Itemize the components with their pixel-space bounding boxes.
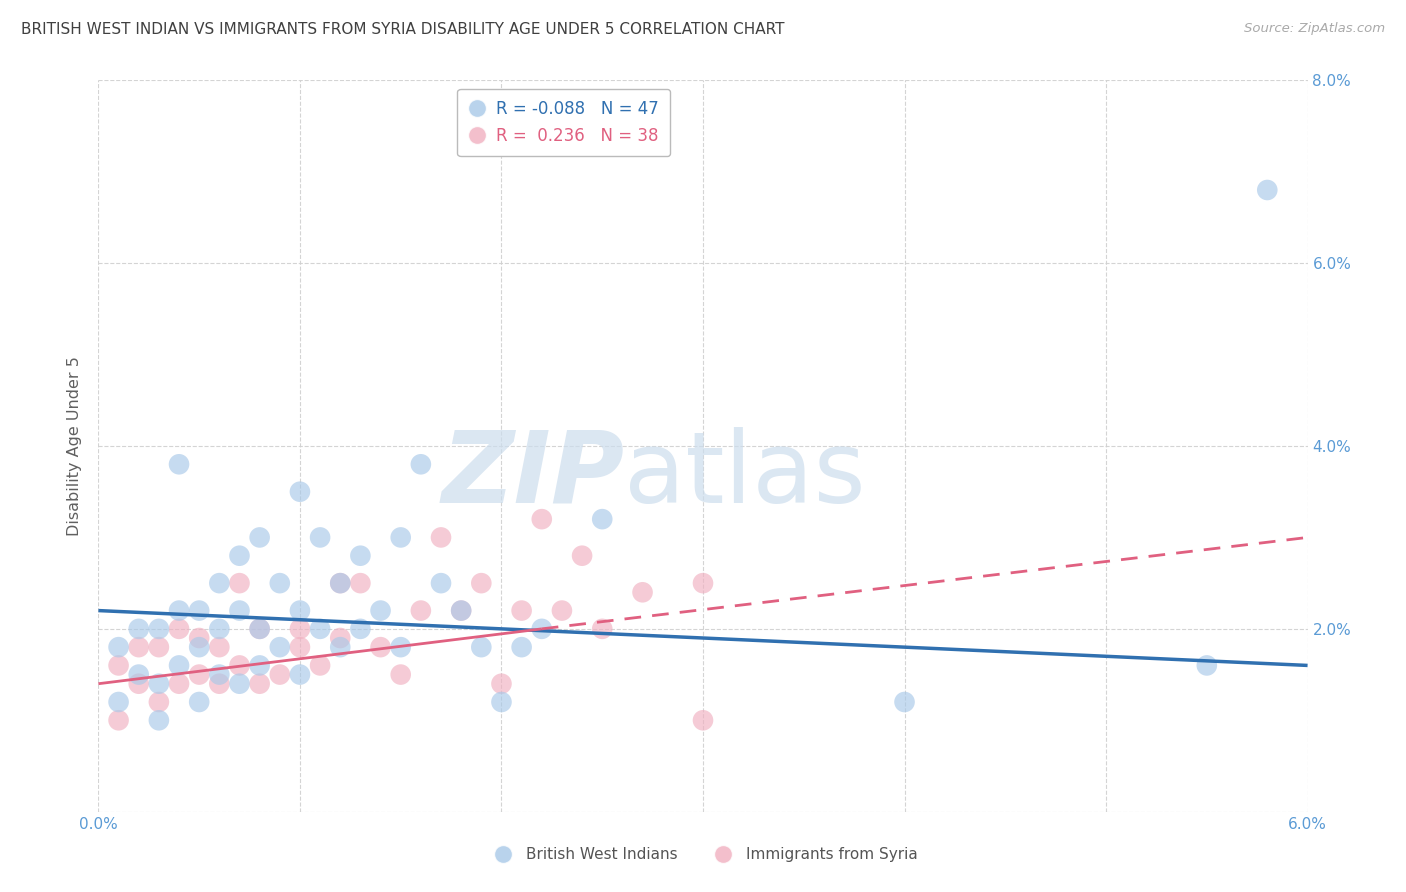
- Point: [1195, 658, 1218, 673]
- Point: [288, 667, 311, 681]
- Point: [107, 695, 129, 709]
- Point: [249, 676, 271, 690]
- Point: [370, 603, 392, 617]
- Point: [430, 576, 453, 591]
- Point: [167, 458, 190, 472]
- Point: [591, 512, 613, 526]
- Point: [188, 667, 211, 681]
- Point: [409, 458, 432, 472]
- Point: [491, 676, 513, 690]
- Point: [208, 576, 231, 591]
- Point: [107, 640, 129, 655]
- Point: [591, 622, 613, 636]
- Point: [510, 603, 533, 617]
- Point: [269, 576, 291, 591]
- Point: [148, 622, 170, 636]
- Point: [148, 676, 170, 690]
- Point: [893, 695, 915, 709]
- Legend: British West Indians, Immigrants from Syria: British West Indians, Immigrants from Sy…: [481, 839, 925, 870]
- Point: [148, 714, 170, 728]
- Point: [128, 667, 150, 681]
- Point: [288, 484, 311, 499]
- Point: [309, 658, 332, 673]
- Point: [107, 714, 129, 728]
- Point: [692, 714, 714, 728]
- Point: [288, 640, 311, 655]
- Y-axis label: Disability Age Under 5: Disability Age Under 5: [67, 356, 83, 536]
- Point: [309, 622, 332, 636]
- Text: ZIP: ZIP: [441, 426, 624, 524]
- Point: [349, 622, 371, 636]
- Point: [389, 530, 412, 544]
- Point: [128, 622, 150, 636]
- Point: [228, 576, 250, 591]
- Point: [188, 631, 211, 645]
- Point: [167, 658, 190, 673]
- Point: [470, 640, 492, 655]
- Point: [1256, 183, 1278, 197]
- Point: [249, 530, 271, 544]
- Point: [409, 603, 432, 617]
- Point: [470, 576, 492, 591]
- Point: [329, 631, 352, 645]
- Point: [510, 640, 533, 655]
- Point: [228, 676, 250, 690]
- Point: [450, 603, 472, 617]
- Point: [288, 622, 311, 636]
- Point: [349, 576, 371, 591]
- Point: [208, 676, 231, 690]
- Point: [631, 585, 654, 599]
- Point: [128, 640, 150, 655]
- Point: [551, 603, 574, 617]
- Point: [249, 622, 271, 636]
- Point: [249, 658, 271, 673]
- Text: Source: ZipAtlas.com: Source: ZipAtlas.com: [1244, 22, 1385, 36]
- Point: [491, 695, 513, 709]
- Point: [430, 530, 453, 544]
- Point: [148, 695, 170, 709]
- Point: [208, 622, 231, 636]
- Point: [530, 622, 553, 636]
- Point: [329, 576, 352, 591]
- Point: [370, 640, 392, 655]
- Point: [228, 658, 250, 673]
- Point: [228, 603, 250, 617]
- Point: [107, 658, 129, 673]
- Point: [269, 640, 291, 655]
- Point: [288, 603, 311, 617]
- Point: [530, 512, 553, 526]
- Point: [188, 640, 211, 655]
- Point: [309, 530, 332, 544]
- Point: [228, 549, 250, 563]
- Point: [249, 622, 271, 636]
- Point: [389, 640, 412, 655]
- Point: [389, 667, 412, 681]
- Point: [692, 576, 714, 591]
- Point: [269, 667, 291, 681]
- Point: [148, 640, 170, 655]
- Point: [188, 695, 211, 709]
- Point: [349, 549, 371, 563]
- Point: [329, 576, 352, 591]
- Point: [167, 622, 190, 636]
- Point: [571, 549, 593, 563]
- Point: [128, 676, 150, 690]
- Text: BRITISH WEST INDIAN VS IMMIGRANTS FROM SYRIA DISABILITY AGE UNDER 5 CORRELATION : BRITISH WEST INDIAN VS IMMIGRANTS FROM S…: [21, 22, 785, 37]
- Point: [208, 640, 231, 655]
- Point: [188, 603, 211, 617]
- Point: [208, 667, 231, 681]
- Point: [450, 603, 472, 617]
- Text: atlas: atlas: [624, 426, 866, 524]
- Point: [329, 640, 352, 655]
- Point: [167, 603, 190, 617]
- Point: [167, 676, 190, 690]
